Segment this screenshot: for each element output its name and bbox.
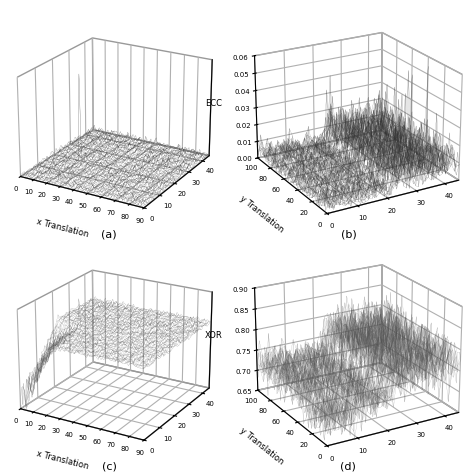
Y-axis label: y Translation: y Translation — [238, 194, 285, 234]
Text: (d): (d) — [340, 462, 356, 472]
X-axis label: x Translation: x Translation — [36, 217, 90, 238]
X-axis label: x Translation: x Translation — [36, 449, 90, 471]
Text: (c): (c) — [101, 462, 117, 472]
Text: (a): (a) — [101, 229, 117, 239]
Text: (b): (b) — [340, 229, 356, 239]
Y-axis label: y Translation: y Translation — [238, 426, 285, 466]
